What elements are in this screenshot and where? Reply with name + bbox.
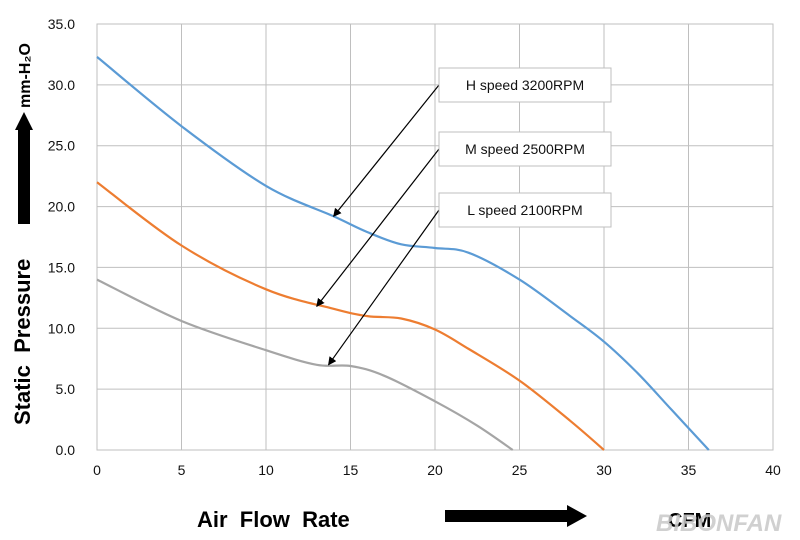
callout-label: M speed 2500RPM [465,141,585,157]
x-tick-label: 35 [681,462,697,478]
x-tick-label: 15 [343,462,359,478]
series-line-m-speed [96,181,605,451]
y-tick-label: 25.0 [48,138,75,154]
callout-h-speed: H speed 3200RPM [333,67,612,217]
callout-arrow [328,209,440,366]
x-axis-arrow-shaft [445,510,569,522]
y-tick-label: 30.0 [48,77,75,93]
watermark-logo: BIBONFAN [656,510,782,537]
callout-box [438,192,612,228]
series-line-h-speed [96,56,710,451]
x-axis-unit: CFM [668,510,711,532]
series-layer [96,56,710,451]
y-axis-unit: mm-H₂O [17,43,34,108]
callout-label: L speed 2100RPM [467,202,582,218]
callout-arrow [316,148,440,308]
y-tick-labels: 0.0 5.0 10.0 15.0 20.0 25.0 30.0 35.0 [48,16,75,458]
callout-box [438,131,612,167]
x-axis-title: Air Flow Rate [197,507,350,532]
x-axis-arrow-head [567,505,587,527]
x-tick-label: 5 [178,462,186,478]
x-tick-label: 10 [258,462,274,478]
x-tick-label: 0 [93,462,101,478]
y-tick-label: 35.0 [48,16,75,32]
y-tick-label: 20.0 [48,199,75,215]
x-tick-label: 30 [596,462,612,478]
y-tick-label: 10.0 [48,320,75,336]
x-tick-label: 25 [512,462,528,478]
callout-l-speed: L speed 2100RPM [328,192,612,366]
y-axis-arrow-shaft [18,128,30,224]
y-tick-label: 15.0 [48,259,75,275]
y-tick-label: 5.0 [56,381,76,397]
y-axis-title: Static Pressure [10,259,35,425]
callout-label: H speed 3200RPM [466,77,584,93]
y-axis-arrow-head [15,112,33,130]
callout-box [438,67,612,103]
series-line-l-speed [96,278,514,451]
gridlines [96,23,774,451]
callout-arrow [333,84,440,217]
callout-m-speed: M speed 2500RPM [316,131,612,308]
callouts: H speed 3200RPM M speed 2500RPM L speed 21… [316,67,612,366]
x-tick-label: 40 [765,462,781,478]
y-tick-label: 0.0 [56,442,76,458]
x-tick-labels: 0 5 10 15 20 25 30 35 40 [93,462,781,478]
x-tick-label: 20 [427,462,443,478]
